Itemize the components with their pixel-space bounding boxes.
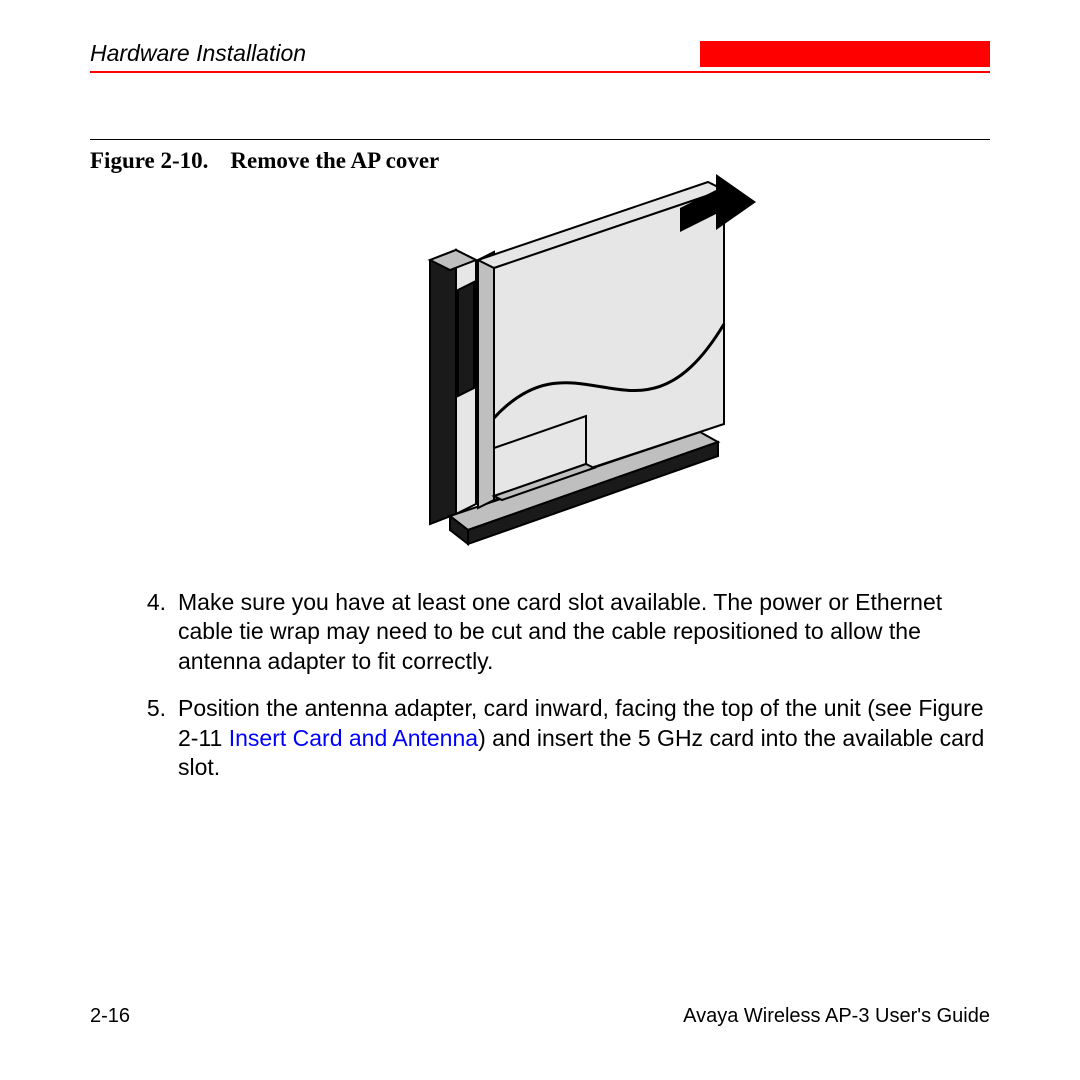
list-text: Position the antenna adapter, card inwar… (178, 694, 990, 782)
header-underline (90, 71, 990, 73)
document-page: Hardware Installation Figure 2-10.Remove… (0, 0, 1080, 1080)
list-text: Make sure you have at least one card slo… (178, 588, 990, 676)
instruction-list: 4. Make sure you have at least one card … (90, 588, 990, 783)
cross-reference-link[interactable]: Insert Card and Antenna (229, 725, 478, 751)
remove-arrow-icon (680, 174, 756, 232)
page-footer: 2-16 Avaya Wireless AP-3 User's Guide (90, 1005, 990, 1028)
doc-title: Avaya Wireless AP-3 User's Guide (683, 1005, 990, 1028)
ap-cover-illustration (280, 164, 800, 564)
header-accent-bar (700, 41, 990, 67)
figure-block: Figure 2-10.Remove the AP cover (90, 139, 990, 564)
section-title: Hardware Installation (90, 40, 326, 67)
page-header: Hardware Installation (90, 40, 990, 67)
figure-illustration (90, 164, 990, 564)
figure-top-rule (90, 139, 990, 140)
list-number: 4. (90, 588, 178, 676)
list-item: 4. Make sure you have at least one card … (90, 588, 990, 676)
figure-label: Figure 2-10. (90, 148, 208, 173)
page-number: 2-16 (90, 1005, 130, 1028)
list-number: 5. (90, 694, 178, 782)
list-item: 5. Position the antenna adapter, card in… (90, 694, 990, 782)
